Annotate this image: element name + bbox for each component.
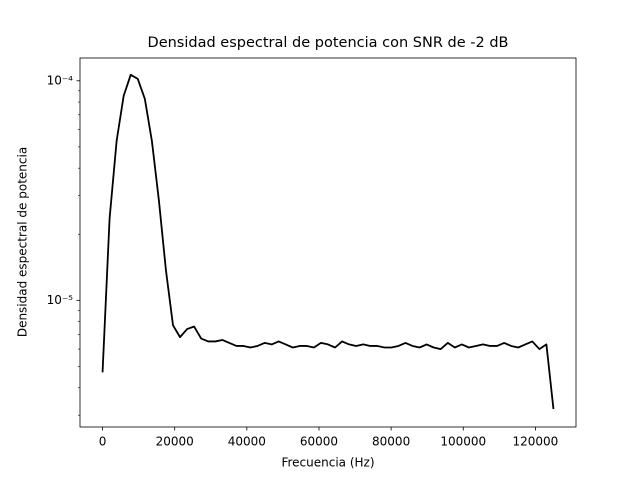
x-tick-label: 120000	[513, 435, 559, 449]
data-line	[101, 73, 555, 410]
x-tick-label: 0	[99, 435, 107, 449]
x-tick-label: 100000	[440, 435, 486, 449]
x-tick-label: 40000	[228, 435, 266, 449]
chart-title: Densidad espectral de potencia con SNR d…	[148, 35, 509, 51]
x-tick-label: 60000	[300, 435, 338, 449]
y-tick-label: 10⁻⁴	[47, 73, 74, 87]
y-axis-label: Densidad espectral de potencia	[16, 147, 30, 337]
x-tick-label: 20000	[156, 435, 194, 449]
plot-frame	[79, 57, 577, 428]
x-axis-label: Frecuencia (Hz)	[281, 456, 374, 470]
y-tick-label: 10⁻⁵	[47, 293, 74, 307]
x-tick-label: 80000	[372, 435, 410, 449]
